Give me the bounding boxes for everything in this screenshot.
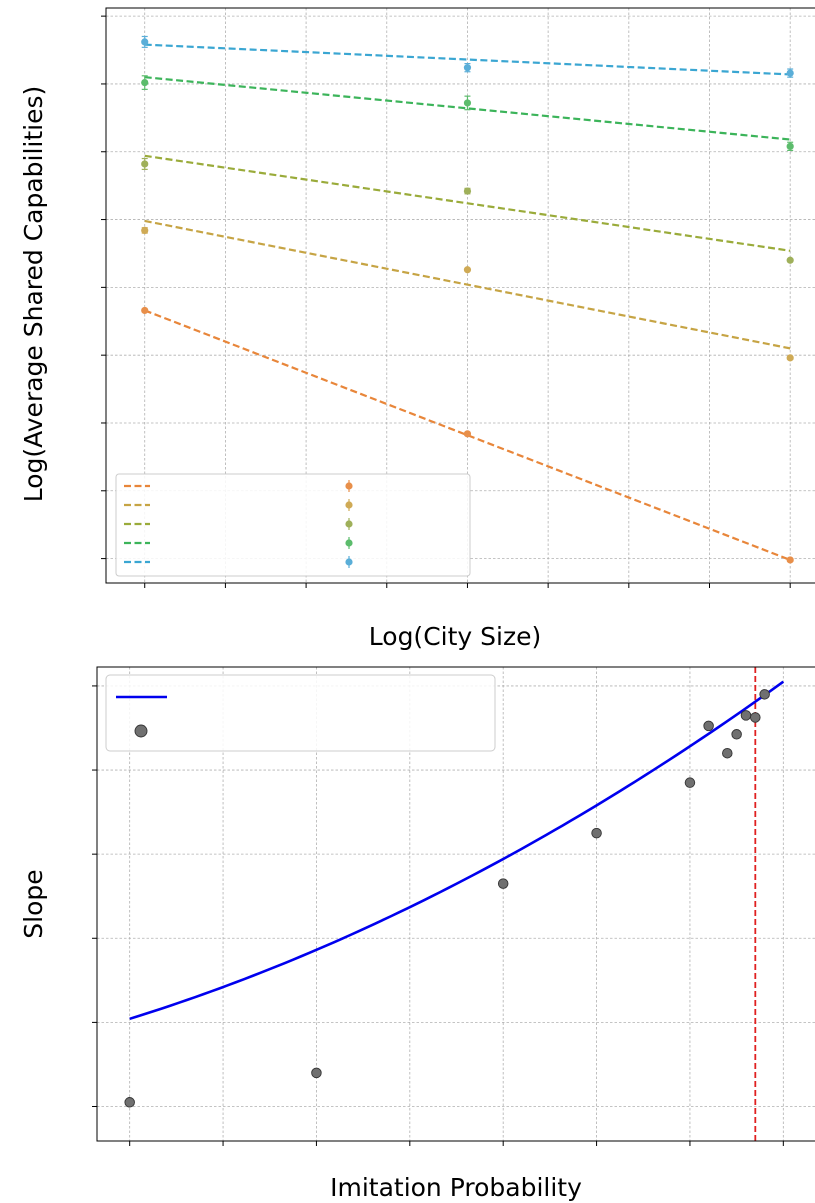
top-legend-point-swatch	[345, 539, 353, 547]
bottom-legend-point-swatch	[134, 724, 148, 738]
bottom-fit-curve	[129, 680, 785, 1021]
top-fit-line	[144, 43, 791, 76]
top-fit-line	[144, 76, 791, 141]
bottom-data-point	[759, 689, 770, 700]
bottom-data-point	[703, 720, 714, 732]
bottom-legend-box	[105, 674, 496, 752]
bottom-data-point	[311, 1067, 322, 1079]
top-fit-line	[144, 219, 791, 350]
bottom-data-point	[750, 712, 761, 723]
top-x-axis-title: Log(City Size)	[369, 622, 541, 651]
top-legend	[115, 473, 471, 577]
top-data-point	[786, 142, 794, 150]
bottom-data-point	[591, 827, 602, 839]
top-legend-point-swatch	[345, 520, 353, 528]
top-gridlines	[106, 8, 815, 583]
top-data-point	[786, 354, 794, 362]
bottom-x-axis-ticks	[129, 1141, 784, 1146]
top-data-point	[141, 160, 149, 168]
bottom-polynomial-fit-curve	[129, 680, 785, 1021]
top-legend-box	[115, 473, 471, 577]
top-legend-point-swatch	[345, 482, 353, 490]
top-plot-frame	[105, 7, 815, 584]
top-data-point	[463, 64, 472, 72]
bottom-y-axis-ticks	[92, 685, 97, 1108]
bottom-y-axis-title: Slope	[19, 869, 48, 938]
bottom-data-point	[722, 747, 733, 759]
top-data-point	[463, 266, 472, 274]
top-data-point	[141, 78, 149, 87]
top-fit-lines	[144, 43, 791, 561]
top-data-point	[141, 306, 149, 315]
bottom-data-points	[124, 689, 770, 1108]
bottom-data-point	[497, 878, 509, 889]
top-data-point	[786, 256, 794, 264]
top-data-point	[141, 38, 149, 46]
bottom-x-axis-title: Imitation Probability	[330, 1173, 582, 1202]
top-data-point	[786, 556, 794, 564]
top-data-point	[463, 99, 472, 107]
bottom-data-point	[124, 1097, 135, 1108]
top-data-point	[141, 226, 149, 235]
bottom-data-point	[740, 710, 752, 721]
top-y-axis-ticks	[101, 15, 106, 560]
top-y-axis-title: Log(Average Shared Capabilities)	[19, 86, 48, 503]
top-data-point	[463, 430, 472, 438]
top-fit-line	[144, 154, 791, 252]
top-legend-point-swatch	[345, 501, 353, 509]
bottom-data-point	[731, 729, 742, 740]
top-data-point	[463, 187, 472, 195]
bottom-data-point	[684, 777, 696, 788]
bottom-legend	[105, 674, 496, 752]
top-x-axis-ticks	[144, 583, 791, 588]
bottom-plot-frame	[96, 666, 815, 1142]
top-legend-point-swatch	[345, 558, 353, 566]
top-data-point	[786, 69, 794, 77]
top-data-points	[141, 35, 794, 564]
